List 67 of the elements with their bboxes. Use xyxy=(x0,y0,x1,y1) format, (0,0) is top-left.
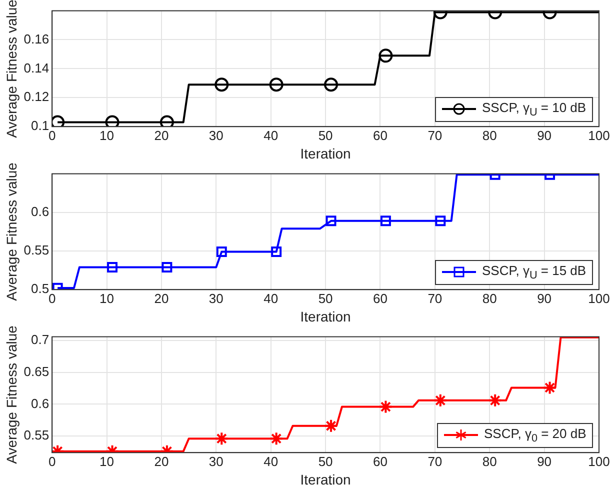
point xyxy=(378,48,393,63)
x-axis-title: Iteration xyxy=(300,145,351,162)
x-tick-label: 80 xyxy=(482,128,497,143)
x-tick-label: 80 xyxy=(482,290,497,306)
y-axis-title: Average Fitness value xyxy=(3,162,20,301)
point xyxy=(216,246,227,258)
x-tick-label: 40 xyxy=(264,454,278,469)
x-tick-label: 0 xyxy=(48,128,56,143)
x-tick-label: 20 xyxy=(154,454,169,469)
point xyxy=(52,115,65,127)
point xyxy=(107,262,118,272)
point xyxy=(380,216,391,226)
x-tick-label: 60 xyxy=(373,454,388,469)
x-tick-label: 0 xyxy=(48,454,56,469)
x-tick-label: 10 xyxy=(100,128,114,143)
x-tick-label: 70 xyxy=(428,454,442,469)
x-tick-label: 40 xyxy=(264,128,278,143)
y-tick-label: 0.7 xyxy=(31,332,50,348)
y-tick-label: 0.14 xyxy=(24,60,50,76)
y-tick-label: 0.6 xyxy=(31,204,50,219)
x-tick-label: 100 xyxy=(588,128,610,143)
x-tick-label: 30 xyxy=(208,128,224,143)
x-tick-label: 10 xyxy=(100,290,114,306)
x-tick-label: 60 xyxy=(373,128,388,143)
y-tick-label: 0.1 xyxy=(31,118,50,134)
point xyxy=(214,78,229,92)
x-tick-label: 20 xyxy=(154,290,169,306)
x-tick-label: 30 xyxy=(208,290,224,306)
x-tick-label: 70 xyxy=(428,128,442,143)
y-tick-label: 0.16 xyxy=(24,31,50,46)
x-tick-label: 50 xyxy=(318,454,333,469)
y-tick-label: 0.6 xyxy=(31,396,50,411)
x-tick-label: 50 xyxy=(318,290,333,306)
point xyxy=(269,78,284,92)
x-tick-label: 10 xyxy=(100,454,114,469)
x-tick-label: 20 xyxy=(154,128,169,143)
x-tick-label: 70 xyxy=(428,290,442,306)
x-tick-label: 50 xyxy=(318,128,333,143)
point xyxy=(271,246,282,258)
x-axis-title: Iteration xyxy=(300,471,351,488)
x-tick-label: 90 xyxy=(537,290,552,306)
y-tick-label: 0.65 xyxy=(24,364,50,380)
y-axis-title: Average Fitness value xyxy=(3,0,20,138)
y-tick-label: 0.5 xyxy=(31,281,50,296)
x-tick-label: 100 xyxy=(588,290,610,306)
point xyxy=(324,78,338,92)
legend-label: SSCP, γ$_{0}$ = 20 dB xyxy=(484,426,586,444)
x-tick-label: 30 xyxy=(208,454,224,469)
x-axis-title: Iteration xyxy=(300,308,351,324)
x-tick-label: 90 xyxy=(537,128,552,143)
x-tick-label: 40 xyxy=(264,290,278,306)
y-tick-label: 0.55 xyxy=(24,242,50,258)
x-tick-label: 80 xyxy=(482,454,497,469)
legend-label: SSCP, γ$_{U}$ = 15 dB xyxy=(482,262,586,282)
point xyxy=(162,262,172,272)
point xyxy=(435,216,446,226)
x-tick-label: 100 xyxy=(588,454,610,469)
point xyxy=(105,115,120,127)
x-tick-label: 90 xyxy=(537,454,552,469)
point xyxy=(160,115,174,127)
y-axis-title: Average Fitness value xyxy=(3,325,20,464)
legend-label: SSCP, γ$_{U}$ = 10 dB xyxy=(482,100,586,118)
y-tick-label: 0.12 xyxy=(24,89,50,104)
y-tick-label: 0.55 xyxy=(24,428,50,443)
point xyxy=(326,216,336,226)
x-tick-label: 0 xyxy=(48,290,56,306)
x-tick-label: 60 xyxy=(373,290,388,306)
